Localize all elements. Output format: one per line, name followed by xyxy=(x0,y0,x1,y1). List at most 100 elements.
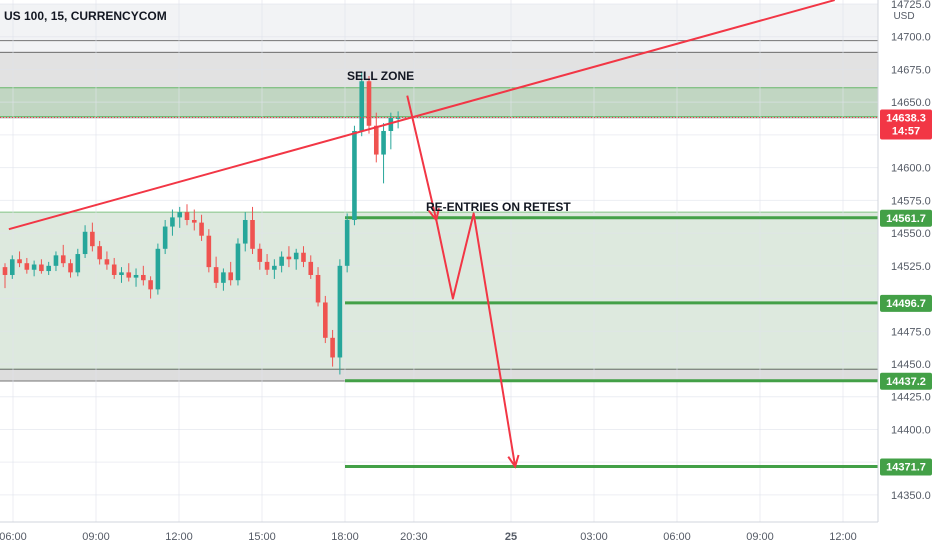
candles-layer[interactable] xyxy=(0,72,878,375)
time-tick-label: 09:00 xyxy=(82,531,110,543)
projection-arrow-1 xyxy=(427,208,440,223)
time-tick-label: 06:00 xyxy=(663,531,691,543)
trendline[interactable] xyxy=(8,0,835,231)
candle-body[interactable] xyxy=(191,220,197,223)
time-tick-label: 12:00 xyxy=(165,531,193,543)
candle-body[interactable] xyxy=(46,265,51,272)
candle-body[interactable] xyxy=(337,265,343,358)
candle-body[interactable] xyxy=(308,261,314,275)
candle-body[interactable] xyxy=(31,264,37,270)
time-axis[interactable]: 06:00 09:00 12:00 15:00 18:00 20:30 25 03:00 06:… xyxy=(0,521,932,550)
candle-body[interactable] xyxy=(264,261,270,270)
price-tick-label: 14650.0 xyxy=(891,97,931,109)
candle-body[interactable] xyxy=(301,252,306,262)
candle-body[interactable] xyxy=(221,272,226,283)
price-tick-label: 14475.0 xyxy=(891,326,931,338)
candle-body[interactable] xyxy=(293,252,299,260)
current-price-tag-bg xyxy=(880,109,932,140)
candle-body[interactable] xyxy=(381,130,386,155)
candle-body[interactable] xyxy=(344,220,350,266)
time-tick-label: 15:00 xyxy=(248,531,276,543)
price-tick-label: 14700.0 xyxy=(891,32,931,44)
candle-body[interactable] xyxy=(170,217,175,227)
candle-body[interactable] xyxy=(286,256,292,260)
zone-upper-grey-band xyxy=(0,52,878,118)
candle-body[interactable] xyxy=(235,243,241,281)
level-tag-3-text: 14437.2 xyxy=(886,376,926,388)
candle-body[interactable] xyxy=(228,272,233,281)
time-tick-label: 20:30 xyxy=(400,531,428,543)
candle-body[interactable] xyxy=(133,274,139,278)
candle-body[interactable] xyxy=(119,272,124,275)
candle-body[interactable] xyxy=(141,274,146,281)
time-tick-label: 09:00 xyxy=(746,531,774,543)
price-tick-label: 14575.0 xyxy=(891,195,931,207)
price-tick-label: 14350.0 xyxy=(891,490,931,502)
price-tick-label: 14450.0 xyxy=(891,359,931,371)
candle-body[interactable] xyxy=(2,267,8,275)
candle-body[interactable] xyxy=(199,222,204,236)
candle-body[interactable] xyxy=(53,255,59,266)
candle-body[interactable] xyxy=(39,264,44,272)
candle-body[interactable] xyxy=(257,248,263,262)
current-price-tag-text: 14638.3 xyxy=(886,112,926,124)
candle-body[interactable] xyxy=(177,212,183,218)
level-tag-4-text: 14371.7 xyxy=(886,462,926,474)
candle-body[interactable] xyxy=(17,259,22,264)
candle-body[interactable] xyxy=(250,220,255,249)
candle-body[interactable] xyxy=(242,220,248,244)
range-bottom-band xyxy=(0,369,878,382)
price-axis-background xyxy=(878,0,932,522)
price-tags: 14561.7 14496.7 14437.2 14371.7 14638.314:57 xyxy=(880,109,932,476)
candle-body[interactable] xyxy=(75,254,81,273)
price-tick-label: 14550.0 xyxy=(891,228,931,240)
candle-body[interactable] xyxy=(162,226,168,249)
candle-body[interactable] xyxy=(184,212,190,220)
candle-body[interactable] xyxy=(279,256,284,266)
time-ticks: 06:00 09:00 12:00 15:00 18:00 20:30 25 03:00 06:… xyxy=(0,531,857,543)
level-tag-3-bg xyxy=(880,372,932,390)
candle-body[interactable] xyxy=(9,259,15,275)
candle-body[interactable] xyxy=(366,81,372,126)
candle-body[interactable] xyxy=(126,272,132,278)
candle-body[interactable] xyxy=(104,259,110,265)
drawings-layer[interactable] xyxy=(8,0,835,469)
candle-body[interactable] xyxy=(60,255,66,264)
projection-path[interactable] xyxy=(406,95,517,467)
time-tick-label: 03:00 xyxy=(580,531,608,543)
price-tick-label: 14600.0 xyxy=(891,163,931,175)
chart-title: US 100, 15, CURRENCYCOM xyxy=(4,9,167,23)
zone-range-zone xyxy=(0,212,878,370)
candle-body[interactable] xyxy=(330,337,335,358)
candle-body[interactable] xyxy=(155,248,161,290)
time-axis-background xyxy=(0,522,932,550)
candle-body[interactable] xyxy=(82,231,88,255)
time-tick-label: 18:00 xyxy=(331,531,359,543)
current-price-tag-countdown: 14:57 xyxy=(892,125,920,137)
candle-body[interactable] xyxy=(111,264,117,275)
price-axis[interactable]: 14350.014375.014400.014425.014450.014475… xyxy=(877,0,932,522)
candle-body[interactable] xyxy=(373,125,379,155)
candle-body[interactable] xyxy=(388,117,394,131)
level-tag-4-bg xyxy=(880,458,932,476)
price-tick-label: 14675.0 xyxy=(891,64,931,76)
candle-body[interactable] xyxy=(24,263,30,270)
candle-body[interactable] xyxy=(206,235,212,268)
re-entries-label: RE-ENTRIES ON RETEST xyxy=(426,200,571,214)
candle-body[interactable] xyxy=(90,231,95,247)
candle-body[interactable] xyxy=(359,81,365,131)
level-tag-1-bg xyxy=(880,209,932,227)
price-tick-label: 14725.0 xyxy=(891,0,931,11)
price-tick-label: 14400.0 xyxy=(891,424,931,436)
candle-body[interactable] xyxy=(148,280,153,290)
candle-body[interactable] xyxy=(97,246,102,260)
candle-body[interactable] xyxy=(272,265,277,270)
sell-zone-label: SELL ZONE xyxy=(347,69,414,83)
candle-body[interactable] xyxy=(68,263,73,273)
candle-body[interactable] xyxy=(352,130,357,220)
candle-body[interactable] xyxy=(213,267,219,283)
candle-body[interactable] xyxy=(323,302,328,338)
candle-body[interactable] xyxy=(395,117,401,119)
candle-body[interactable] xyxy=(315,274,321,303)
